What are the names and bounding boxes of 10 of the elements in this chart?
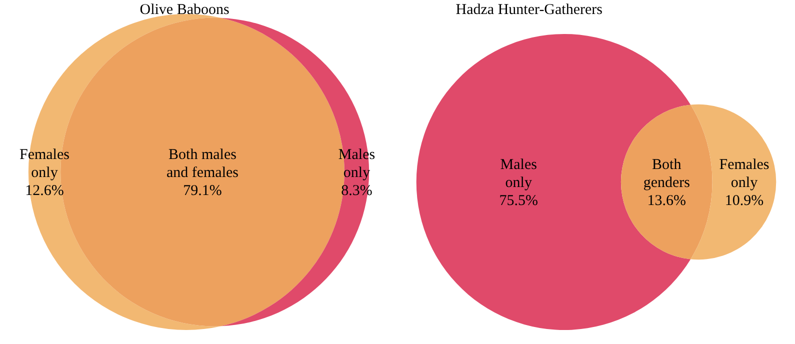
data-label: 13.6% xyxy=(647,193,686,209)
text: Olive Baboons xyxy=(140,2,230,18)
data-label: 79.1% xyxy=(183,183,222,199)
category-label: Males only xyxy=(500,157,538,191)
text: Hadza Hunter-Gatherers xyxy=(456,2,603,18)
category-label: Females only xyxy=(719,157,770,191)
category-label: Both males and females xyxy=(166,147,239,181)
data-label: 75.5% xyxy=(499,193,538,209)
category-label: Both genders xyxy=(643,157,690,191)
data-label: 10.9% xyxy=(724,193,764,209)
